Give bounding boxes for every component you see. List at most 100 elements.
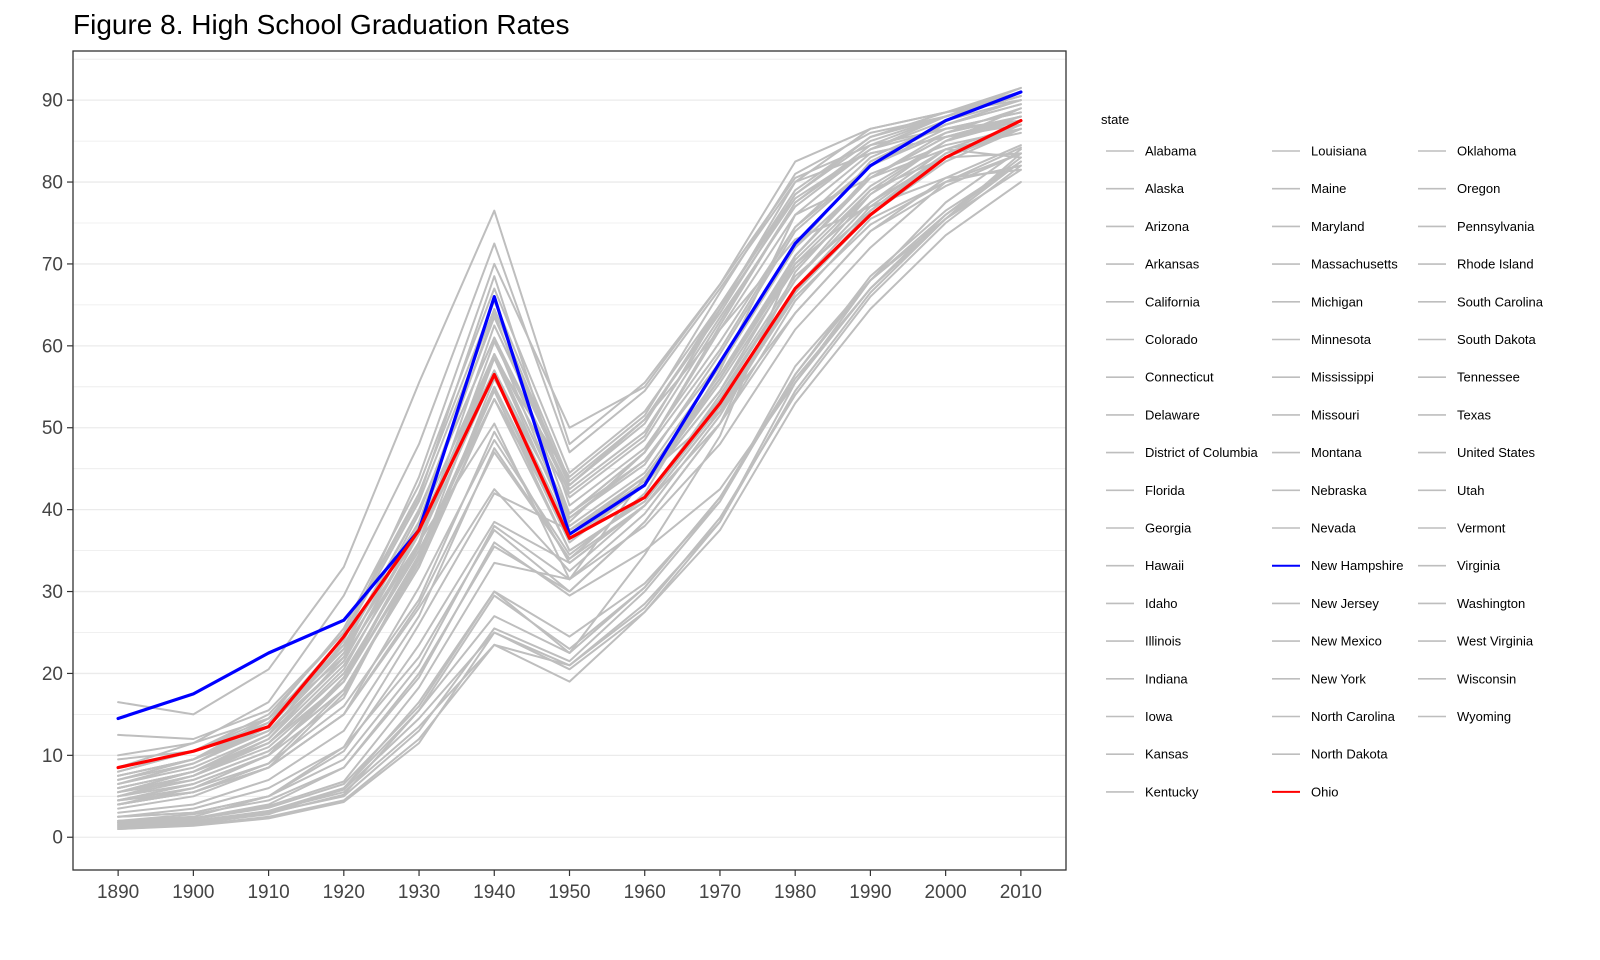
y-tick-label: 20 <box>42 664 63 685</box>
chart-title: Figure 8. High School Graduation Rates <box>73 9 570 40</box>
grid-lines <box>73 58 1066 838</box>
y-tick-label: 10 <box>42 746 63 767</box>
series-line-michigan <box>117 115 1022 794</box>
legend-label-pennsylvania: Pennsylvania <box>1457 219 1535 234</box>
legend-label-district-of-columbia: District of Columbia <box>1145 445 1258 460</box>
x-tick-label: 1960 <box>624 882 666 903</box>
series-line-north-carolina <box>117 152 1022 828</box>
legend-label-kentucky: Kentucky <box>1145 784 1199 799</box>
legend-label-ohio: Ohio <box>1311 784 1338 799</box>
legend-label-new-york: New York <box>1311 671 1366 686</box>
series-line-west-virginia <box>117 148 1022 822</box>
legend-label-tennessee: Tennessee <box>1457 370 1520 385</box>
legend-label-alabama: Alabama <box>1145 144 1197 159</box>
x-tick-label: 2000 <box>924 882 966 903</box>
legend-label-north-dakota: North Dakota <box>1311 747 1388 762</box>
x-tick-label: 2010 <box>1000 882 1042 903</box>
y-tick-label: 30 <box>42 582 63 603</box>
series-line-texas <box>117 152 1022 824</box>
legend-label-louisiana: Louisiana <box>1311 144 1367 159</box>
series-lines-background <box>117 86 1022 830</box>
legend-label-virginia: Virginia <box>1457 558 1501 573</box>
legend-label-kansas: Kansas <box>1145 747 1189 762</box>
legend-label-rhode-island: Rhode Island <box>1457 257 1534 272</box>
x-tick-label: 1900 <box>172 882 214 903</box>
legend-title: state <box>1101 112 1129 127</box>
x-tick-label: 1970 <box>699 882 741 903</box>
series-line-hawaii <box>117 119 1022 814</box>
legend-label-oregon: Oregon <box>1457 181 1500 196</box>
legend-label-michigan: Michigan <box>1311 294 1363 309</box>
x-tick-label: 1990 <box>849 882 891 903</box>
series-line-rhode-island <box>117 127 1022 790</box>
legend-label-mississippi: Mississippi <box>1311 370 1374 385</box>
legend-label-united-states: United States <box>1457 445 1536 460</box>
y-axis: 0 10 20 30 40 50 60 70 80 90 <box>42 91 73 849</box>
legend-label-iowa: Iowa <box>1145 709 1173 724</box>
legend-label-georgia: Georgia <box>1145 521 1192 536</box>
series-line-washington <box>117 119 1022 716</box>
legend-label-idaho: Idaho <box>1145 596 1178 611</box>
legend-label-wisconsin: Wisconsin <box>1457 671 1516 686</box>
series-line-mississippi <box>117 181 1022 830</box>
series-line-utah <box>117 99 1022 794</box>
series-line-south-carolina <box>117 160 1022 830</box>
legend-label-south-dakota: South Dakota <box>1457 332 1537 347</box>
x-tick-label: 1910 <box>247 882 289 903</box>
series-line-nevada <box>117 168 1022 773</box>
legend-label-texas: Texas <box>1457 407 1491 422</box>
x-tick-label: 1930 <box>398 882 440 903</box>
series-line-georgia <box>117 160 1022 824</box>
legend-label-indiana: Indiana <box>1145 671 1188 686</box>
series-line-virginia <box>117 123 1022 818</box>
legend-label-delaware: Delaware <box>1145 407 1200 422</box>
legend-label-oklahoma: Oklahoma <box>1457 144 1517 159</box>
legend-label-nebraska: Nebraska <box>1311 483 1367 498</box>
legend-label-connecticut: Connecticut <box>1145 370 1214 385</box>
legend-label-california: California <box>1145 294 1201 309</box>
series-line-missouri <box>117 123 1022 806</box>
legend-label-north-carolina: North Carolina <box>1311 709 1396 724</box>
legend-label-illinois: Illinois <box>1145 634 1182 649</box>
legend-label-wyoming: Wyoming <box>1457 709 1511 724</box>
series-line-vermont <box>117 99 1022 757</box>
series-line-new-jersey <box>117 115 1022 802</box>
legend-label-florida: Florida <box>1145 483 1186 498</box>
y-tick-label: 60 <box>42 336 63 357</box>
legend-label-new-jersey: New Jersey <box>1311 596 1379 611</box>
legend-label-washington: Washington <box>1457 596 1525 611</box>
legend-label-maryland: Maryland <box>1311 219 1364 234</box>
y-tick-label: 90 <box>42 91 63 112</box>
series-line-ohio <box>116 118 1023 770</box>
series-line-massachusetts <box>117 103 1022 740</box>
y-tick-label: 50 <box>42 418 63 439</box>
x-axis: 1890 1900 1910 1920 1930 1940 1950 1960 1970 1980… <box>97 870 1042 903</box>
y-tick-label: 0 <box>52 828 63 849</box>
series-line-wyoming <box>117 111 1022 798</box>
series-line-new-hampshire <box>116 90 1023 721</box>
legend-label-nevada: Nevada <box>1311 521 1357 536</box>
legend-label-massachusetts: Massachusetts <box>1311 257 1398 272</box>
x-tick-label: 1950 <box>548 882 590 903</box>
x-tick-label: 1940 <box>473 882 515 903</box>
legend-label-vermont: Vermont <box>1457 521 1506 536</box>
legend-label-colorado: Colorado <box>1145 332 1198 347</box>
series-lines-highlighted <box>116 90 1023 770</box>
legend-label-maine: Maine <box>1311 181 1346 196</box>
series-line-idaho <box>117 115 1022 798</box>
x-tick-label: 1920 <box>323 882 365 903</box>
legend-label-hawaii: Hawaii <box>1145 558 1184 573</box>
series-line-united-states <box>117 127 1022 802</box>
y-tick-label: 70 <box>42 254 63 275</box>
legend: state Alabama Alaska Arizona Arkansas Califo… <box>1101 112 1544 799</box>
legend-label-minnesota: Minnesota <box>1311 332 1372 347</box>
y-tick-label: 80 <box>42 173 63 194</box>
series-line-north-dakota <box>117 86 1022 810</box>
y-tick-label: 40 <box>42 500 63 521</box>
legend-label-new-mexico: New Mexico <box>1311 634 1382 649</box>
legend-label-utah: Utah <box>1457 483 1484 498</box>
legend-label-missouri: Missouri <box>1311 407 1360 422</box>
legend-label-arkansas: Arkansas <box>1145 257 1200 272</box>
legend-label-montana: Montana <box>1311 445 1362 460</box>
